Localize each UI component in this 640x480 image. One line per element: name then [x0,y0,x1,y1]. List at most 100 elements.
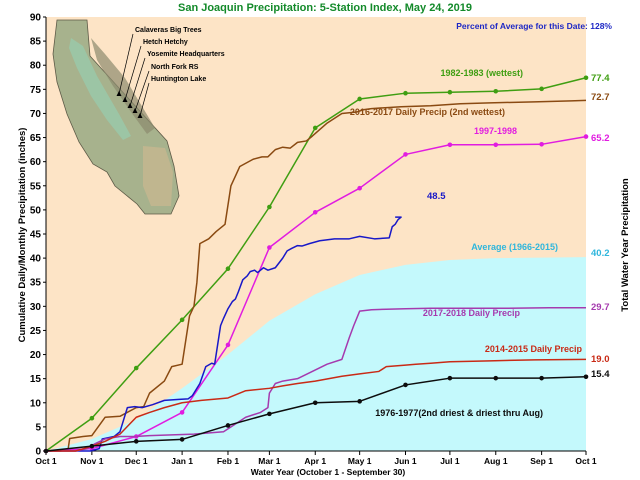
series-total-label: 29.7 [591,302,610,313]
series-0-point [357,96,362,102]
series-2-point [267,245,272,250]
series-2-point [357,185,362,191]
x-tick-label: Apr 1 [304,456,326,466]
series-6-point [403,382,408,388]
x-tick-label: Oct 1 [35,456,57,466]
series-6-point [312,400,318,406]
station-markers [116,33,150,118]
y-tick-label: 50 [30,205,42,216]
y-tick-label: 5 [35,422,41,433]
series-total-label: 65.2 [591,133,610,144]
series-6-point [583,374,589,380]
series-6-point [225,423,231,428]
series-total-label: 15.4 [591,369,610,380]
station-marker-icon [132,108,138,113]
y-tick-label: 40 [30,254,42,265]
y-tick-label: 90 [30,13,42,24]
station-label: Calaveras Big Trees [135,27,202,34]
series-2-point [583,134,589,139]
series-0-point [225,266,231,272]
series-6-point [357,399,362,404]
station-labels: Calaveras Big Trees Hetch Hetchy Yosemite … [135,27,225,83]
series-total-label: 19.0 [591,354,610,365]
series-name-label: 2017-2018 Daily Precip [423,308,521,318]
series-0-point [133,365,139,371]
station-leader-line [129,57,146,107]
x-tick-label: Jul 1 [440,456,460,466]
series-0-point [403,90,408,96]
series-line-4 [46,307,586,452]
series-line-5 [46,358,587,452]
series-2-point [493,142,499,148]
series-name-label: 1976-1977(2nd driest & driest thru Aug) [375,408,543,418]
y-tick-label: 20 [30,350,42,361]
y-tick-label: 55 [30,181,42,192]
axes-layer: 0 5 10 15 20 25 30 35 40 45 50 55 60 65 70 75 80 85 90 Oct … [30,13,597,467]
station-marker-icon [116,91,122,96]
series-0-point [267,204,272,210]
chart-subtitle: Percent of Average for this Date: 128% [456,21,612,31]
series-6-point [447,375,453,381]
right-axis-label: Total Water Year Precipitation [620,178,631,312]
x-tick-label: Dec 1 [125,456,148,466]
series-labels-layer: 1982-1983 (wettest) 2016-2017 Daily Preci… [350,68,610,418]
x-tick-label: Nov 1 [80,456,103,466]
y-tick-label: 60 [30,157,42,168]
average-total-label: 40.2 [591,248,610,259]
station-label: Hetch Hetchy [143,39,188,46]
series-2-point [447,142,453,148]
series-line-3 [46,216,402,452]
series-6-point [43,448,49,454]
x-tick-label: Aug 1 [484,456,508,466]
x-tick-label: Mar 1 [258,456,280,466]
series-6-point [267,411,272,417]
station-label: Yosemite Headquarters [147,51,225,58]
y-tick-label: 85 [30,37,42,48]
series-0-point [583,75,589,81]
central-valley-shape [69,38,131,140]
series-2-point [179,410,185,415]
california-map-inset: Calaveras Big Trees Hetch Hetchy Yosemite … [52,19,225,215]
station-leader-line [124,45,142,101]
series-6-point [539,375,544,381]
series-6-point [179,437,185,442]
sierra-range-shape [91,38,155,134]
y-tick-label: 45 [30,230,42,241]
y-tick-label: 80 [30,61,42,72]
series-6-point [493,375,499,381]
series-line-1 [46,99,587,452]
series-0-point [539,86,544,92]
series-total-label: 48.5 [427,191,446,202]
y-tick-label: 65 [30,133,42,144]
series-0-point [89,415,95,421]
station-marker-icon [137,113,143,118]
series-name-label: 1997-1998 [474,126,517,136]
series-6-point [133,439,139,444]
series-name-label: 2016-2017 Daily Precip (2nd wettest) [350,107,505,117]
y-tick-label: 30 [30,302,42,313]
average-name-label: Average (1966-2015) [471,242,558,252]
series-total-label: 77.4 [591,73,610,84]
x-tick-label: Oct 1 [575,456,597,466]
chart-title: San Joaquin Precipitation: 5-Station Ind… [178,2,472,14]
series-0-point [179,317,185,323]
station-leader-line [139,82,150,117]
x-tick-label: Jun 1 [394,456,416,466]
series-0-point [447,89,453,95]
y-tick-label: 75 [30,85,42,96]
series-name-label: 1982-1983 (wettest) [440,68,523,78]
x-tick-label: May 1 [348,456,372,466]
station-label: Huntington Lake [151,76,206,83]
station-leader-line [118,33,134,95]
x-tick-label: Sep 1 [530,456,553,466]
y-tick-label: 25 [30,326,42,337]
y-axis-label: Cumulative Daily/Monthly Precipitation (… [17,128,28,343]
station-marker-icon [127,103,133,108]
y-tick-label: 35 [30,278,42,289]
series-total-label: 72.7 [591,92,610,103]
series-2-point [403,152,408,157]
y-tick-label: 15 [30,374,42,385]
x-tick-label: Feb 1 [217,456,239,466]
series-2-point [225,342,231,348]
